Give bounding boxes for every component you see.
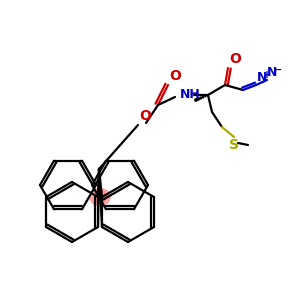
Text: O: O xyxy=(229,52,241,66)
Text: O: O xyxy=(139,109,151,123)
Circle shape xyxy=(195,99,197,101)
Text: N: N xyxy=(257,71,267,84)
Circle shape xyxy=(202,96,204,98)
Text: −: − xyxy=(273,65,282,75)
Text: O: O xyxy=(169,69,181,83)
Circle shape xyxy=(205,95,206,97)
Text: N: N xyxy=(267,66,278,79)
Circle shape xyxy=(94,189,110,205)
Circle shape xyxy=(197,98,200,100)
Circle shape xyxy=(200,97,202,99)
Text: S: S xyxy=(229,138,239,152)
Text: NH: NH xyxy=(180,88,201,101)
Text: +: + xyxy=(263,70,271,80)
Circle shape xyxy=(90,189,106,205)
